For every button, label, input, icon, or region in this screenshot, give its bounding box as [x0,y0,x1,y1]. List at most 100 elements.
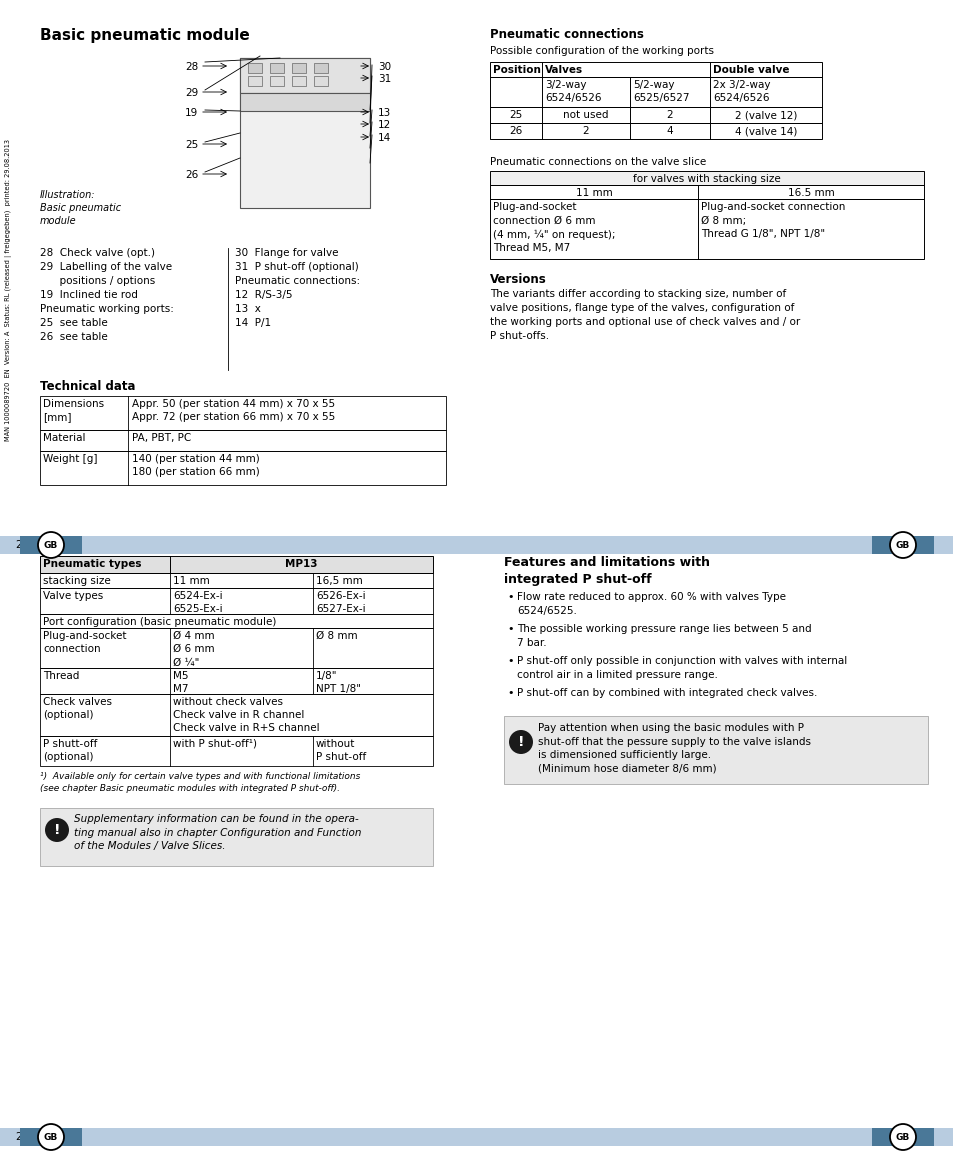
Circle shape [312,125,328,141]
Text: 28  Check valve (opt.): 28 Check valve (opt.) [40,248,154,258]
Bar [490,171,923,185]
Text: 2: 2 [666,110,673,120]
Text: 23: 23 [919,1132,932,1142]
Text: Supplementary information can be found in the opera-
ting manual also in chapter: Supplementary information can be found i… [74,814,361,852]
Text: Pneumatic working ports:: Pneumatic working ports: [40,304,173,314]
Text: Ø 8 mm: Ø 8 mm [315,631,357,640]
Text: PA, PBT, PC: PA, PBT, PC [132,433,191,443]
Text: Illustration:
Basic pneumatic
module: Illustration: Basic pneumatic module [40,190,121,225]
Text: 30: 30 [377,62,391,72]
Bar [240,58,370,93]
Circle shape [45,818,69,842]
Text: 26: 26 [185,170,198,180]
Text: Double valve: Double valve [712,65,789,75]
Text: Possible configuration of the working ports: Possible configuration of the working po… [490,46,713,57]
Text: MP13: MP13 [284,559,317,569]
Bar [20,1127,82,1146]
Text: without
P shut-off: without P shut-off [315,739,366,762]
Bar [490,107,821,123]
Bar [40,430,446,451]
Text: not used: not used [562,110,608,120]
Bar [292,63,306,73]
Text: Position: Position [493,65,540,75]
Circle shape [355,134,369,148]
Text: MAN 1000089720  EN  Version: A  Status: RL (released | freigegeben)  printed: 29: MAN 1000089720 EN Version: A Status: RL … [6,138,12,441]
Text: GB: GB [895,1132,909,1141]
Circle shape [38,1124,64,1151]
Text: Pneumatic connections:: Pneumatic connections: [234,276,359,286]
Text: 16,5 mm: 16,5 mm [315,576,362,586]
Text: positions / options: positions / options [40,276,155,286]
Text: 2x 3/2-way
6524/6526: 2x 3/2-way 6524/6526 [712,80,770,103]
Circle shape [509,730,533,754]
Text: 12: 12 [377,120,391,130]
Bar [0,1127,953,1146]
Text: GB: GB [895,540,909,549]
Bar [20,535,82,554]
Text: 19  Inclined tie rod: 19 Inclined tie rod [40,290,138,300]
Circle shape [246,150,262,166]
Text: Ø 4 mm
Ø 6 mm
Ø ¼": Ø 4 mm Ø 6 mm Ø ¼" [172,631,214,667]
Text: Pneumatic types: Pneumatic types [43,559,141,569]
Text: 28: 28 [185,62,198,72]
Bar [314,76,328,87]
Bar [40,589,433,614]
Circle shape [290,125,306,141]
Text: 29: 29 [185,88,198,98]
Bar [40,574,433,589]
Text: for valves with stacking size: for valves with stacking size [633,174,781,183]
Circle shape [290,150,306,166]
Text: Valves: Valves [544,65,582,75]
Bar [248,76,262,87]
Bar [490,198,923,258]
Text: Flow rate reduced to approx. 60 % with valves Type
6524/6525.: Flow rate reduced to approx. 60 % with v… [517,592,785,615]
Bar [240,58,370,208]
Bar [490,123,821,138]
Text: 3/2-way
6524/6526: 3/2-way 6524/6526 [544,80,601,103]
Text: 6526-Ex-i
6527-Ex-i: 6526-Ex-i 6527-Ex-i [315,591,365,614]
Text: 2 (valve 12): 2 (valve 12) [734,110,797,120]
Text: •: • [506,655,513,666]
Bar [490,62,821,77]
Bar [490,185,923,198]
Bar [314,63,328,73]
Text: 1/8"
NPT 1/8": 1/8" NPT 1/8" [315,670,360,695]
Text: stacking size: stacking size [43,576,111,586]
Text: GB: GB [44,1132,58,1141]
Text: Plug-and-socket
connection: Plug-and-socket connection [43,631,127,654]
Text: •: • [506,624,513,634]
Text: •: • [506,592,513,602]
Bar [270,76,284,87]
Text: 31: 31 [377,74,391,84]
Bar [40,628,433,668]
Text: 11 mm: 11 mm [575,188,612,198]
Text: !: ! [53,823,60,837]
Bar [248,63,262,73]
Text: The variants differ according to stacking size, number of
valve positions, flang: The variants differ according to stackin… [490,288,800,340]
Text: Valve types: Valve types [43,591,103,601]
Bar [40,736,433,766]
Text: 6524-Ex-i
6525-Ex-i: 6524-Ex-i 6525-Ex-i [172,591,222,614]
Bar [40,451,446,485]
Text: 11 mm: 11 mm [172,576,210,586]
Text: 12  R/S-3/5: 12 R/S-3/5 [234,290,293,300]
Text: Pneumatic connections on the valve slice: Pneumatic connections on the valve slice [490,157,705,167]
Text: 13: 13 [377,108,391,118]
Circle shape [246,125,262,141]
Text: Material: Material [43,433,86,443]
Circle shape [268,125,284,141]
Text: Basic pneumatic module: Basic pneumatic module [40,28,250,43]
Text: 13  x: 13 x [234,304,260,314]
Text: 29  Labelling of the valve: 29 Labelling of the valve [40,262,172,272]
Circle shape [889,1124,915,1151]
Text: 20: 20 [15,540,28,550]
Text: Plug-and-socket
connection Ø 6 mm
(4 mm, ¼" on request);
Thread M5, M7: Plug-and-socket connection Ø 6 mm (4 mm,… [493,202,615,253]
Text: P shut-off can by combined with integrated check valves.: P shut-off can by combined with integrat… [517,688,817,698]
Text: Thread: Thread [43,670,79,681]
Bar [40,556,433,574]
Text: with P shut-off¹): with P shut-off¹) [172,739,256,749]
Text: P shutt-off
(optional): P shutt-off (optional) [43,739,97,762]
Text: P shut-off only possible in conjunction with valves with internal
control air in: P shut-off only possible in conjunction … [517,655,846,680]
Bar [490,77,821,107]
Text: without check valves
Check valve in R channel
Check valve in R+S channel: without check valves Check valve in R ch… [172,697,319,734]
